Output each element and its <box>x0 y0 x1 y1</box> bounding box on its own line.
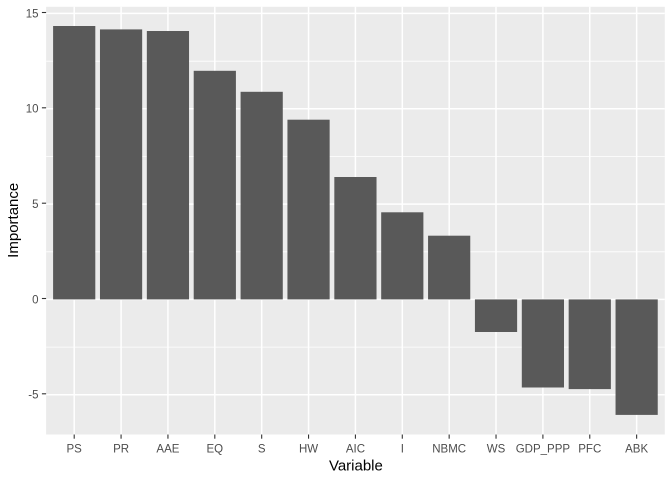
svg-text:Importance: Importance <box>5 183 22 258</box>
svg-text:15: 15 <box>26 8 39 20</box>
svg-text:EQ: EQ <box>206 444 223 456</box>
svg-text:I: I <box>401 444 404 456</box>
svg-text:AIC: AIC <box>346 444 365 456</box>
svg-text:GDP_PPP: GDP_PPP <box>516 444 571 456</box>
svg-text:WS: WS <box>487 444 506 456</box>
svg-text:10: 10 <box>26 104 39 116</box>
svg-text:HW: HW <box>299 444 318 456</box>
svg-text:Variable: Variable <box>329 458 383 475</box>
svg-text:S: S <box>258 444 266 456</box>
svg-text:5: 5 <box>32 199 38 211</box>
svg-text:PFC: PFC <box>578 444 601 456</box>
svg-text:AAE: AAE <box>156 444 179 456</box>
svg-text:PR: PR <box>113 444 129 456</box>
svg-text:PS: PS <box>67 444 83 456</box>
svg-text:NBMC: NBMC <box>432 444 466 456</box>
svg-text:-5: -5 <box>28 390 38 402</box>
svg-text:0: 0 <box>32 294 38 306</box>
svg-text:ABK: ABK <box>625 444 648 456</box>
